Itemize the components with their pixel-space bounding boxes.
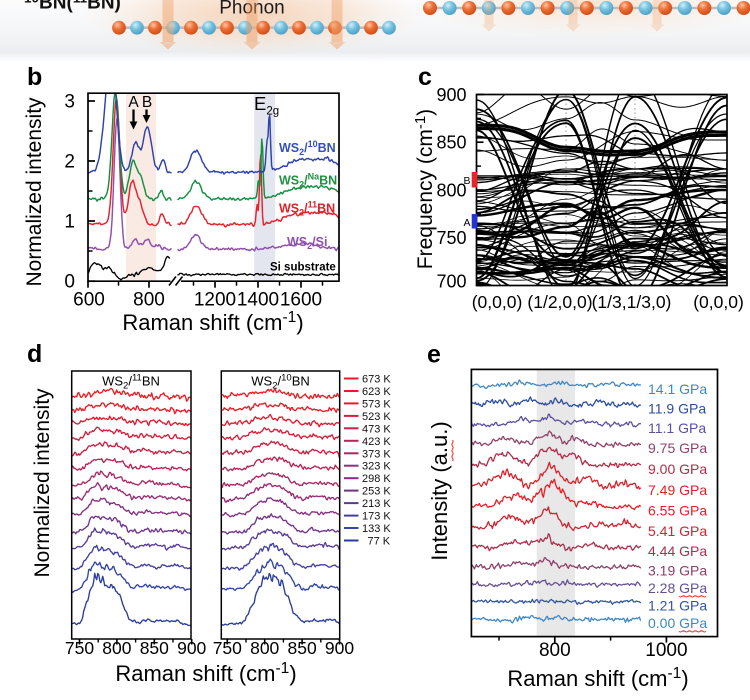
svg-text:Raman shift (cm-1): Raman shift (cm-1) (122, 309, 303, 335)
svg-text:6.55 GPa: 6.55 GPa (648, 503, 707, 519)
svg-text:11.1 GPa: 11.1 GPa (648, 420, 706, 436)
svg-text:Normalized intensity: Normalized intensity (23, 97, 46, 287)
svg-text:Si substrate: Si substrate (270, 262, 336, 274)
svg-text:(1/3,1/3,0): (1/3,1/3,0) (592, 292, 672, 312)
svg-text:Raman shift (cm-1): Raman shift (cm-1) (507, 665, 688, 691)
svg-text:850: 850 (436, 133, 466, 153)
svg-text:800: 800 (102, 638, 131, 658)
svg-text:77 K: 77 K (362, 536, 391, 548)
svg-text:14.1 GPa: 14.1 GPa (648, 381, 707, 397)
svg-text:573 K: 573 K (362, 398, 391, 410)
svg-text:WS2/10BN: WS2/10BN (251, 373, 310, 392)
svg-text:173 K: 173 K (362, 511, 391, 523)
svg-text:Raman shift (cm-1): Raman shift (cm-1) (115, 660, 296, 686)
svg-text:5.41 GPa: 5.41 GPa (648, 523, 707, 539)
svg-text:WS2/10BN: WS2/10BN (279, 139, 336, 157)
svg-text:10BN(11BN): 10BN(11BN) (24, 0, 121, 14)
svg-text:4.44 GPa: 4.44 GPa (648, 543, 707, 559)
svg-text:A: A (463, 217, 470, 229)
svg-text:473 K: 473 K (362, 423, 391, 435)
svg-text:1600: 1600 (280, 290, 322, 311)
svg-text:WS2/11BN: WS2/11BN (102, 373, 160, 392)
svg-text:1.21 GPa: 1.21 GPa (648, 598, 707, 614)
svg-text:800: 800 (539, 640, 571, 661)
svg-text:800: 800 (436, 180, 466, 200)
svg-text:750: 750 (213, 638, 242, 658)
svg-text:600: 600 (73, 290, 105, 311)
svg-text:B: B (142, 94, 152, 111)
svg-text:(0,0,0): (0,0,0) (693, 292, 744, 312)
svg-text:673 K: 673 K (362, 374, 391, 386)
svg-text:900: 900 (325, 638, 354, 658)
svg-text:800: 800 (250, 638, 279, 658)
svg-text:WS2/NaBN: WS2/NaBN (279, 172, 337, 190)
svg-text:750: 750 (65, 638, 94, 658)
svg-text:Frequency (cm-1): Frequency (cm-1) (412, 109, 437, 269)
svg-text:11.9 GPa: 11.9 GPa (648, 401, 706, 417)
svg-text:373 K: 373 K (362, 448, 391, 460)
svg-text:523 K: 523 K (362, 411, 391, 423)
svg-text:Normalized intensity: Normalized intensity (31, 388, 54, 578)
svg-text:B: B (463, 175, 470, 187)
svg-text:b: b (27, 63, 42, 91)
svg-text:2.28 GPa: 2.28 GPa (648, 580, 707, 596)
svg-text:850: 850 (287, 638, 316, 658)
svg-text:800: 800 (133, 290, 165, 311)
svg-text:1000: 1000 (645, 640, 687, 661)
svg-text:e: e (427, 341, 441, 369)
svg-text:323 K: 323 K (362, 461, 391, 473)
svg-text:1400: 1400 (237, 290, 279, 311)
svg-text:623 K: 623 K (362, 386, 391, 398)
svg-text:WS2/Si: WS2/Si (287, 235, 327, 251)
svg-text:213 K: 213 K (362, 498, 391, 510)
svg-text:3: 3 (64, 92, 75, 113)
svg-text:9.75 GPa: 9.75 GPa (648, 440, 707, 456)
svg-text:7.49 GPa: 7.49 GPa (648, 482, 707, 498)
svg-text:9.00 GPa: 9.00 GPa (648, 461, 707, 477)
svg-text:1: 1 (64, 212, 75, 233)
svg-text:Intensity (a.u.): Intensity (a.u.) (427, 421, 452, 560)
svg-text:1200: 1200 (194, 290, 236, 311)
svg-text:d: d (27, 340, 42, 368)
svg-text:900: 900 (436, 85, 466, 105)
svg-text:298 K: 298 K (362, 473, 391, 485)
svg-text:750: 750 (436, 228, 466, 248)
svg-text:WS2/11BN: WS2/11BN (279, 200, 335, 218)
svg-text:(0,0,0): (0,0,0) (472, 292, 523, 312)
svg-text:2: 2 (64, 152, 75, 173)
svg-text:253 K: 253 K (362, 486, 391, 498)
svg-text:0: 0 (64, 272, 75, 293)
svg-text:850: 850 (140, 638, 169, 658)
svg-text:133 K: 133 K (362, 523, 391, 535)
svg-text:900: 900 (177, 638, 206, 658)
svg-text:(1/2,0,0): (1/2,0,0) (527, 292, 592, 312)
svg-text:0.00 GPa: 0.00 GPa (648, 615, 707, 631)
svg-text:3.19 GPa: 3.19 GPa (648, 563, 707, 579)
svg-text:700: 700 (436, 271, 466, 291)
svg-text:A: A (128, 94, 139, 111)
svg-text:423 K: 423 K (362, 436, 391, 448)
svg-text:c: c (418, 63, 432, 91)
